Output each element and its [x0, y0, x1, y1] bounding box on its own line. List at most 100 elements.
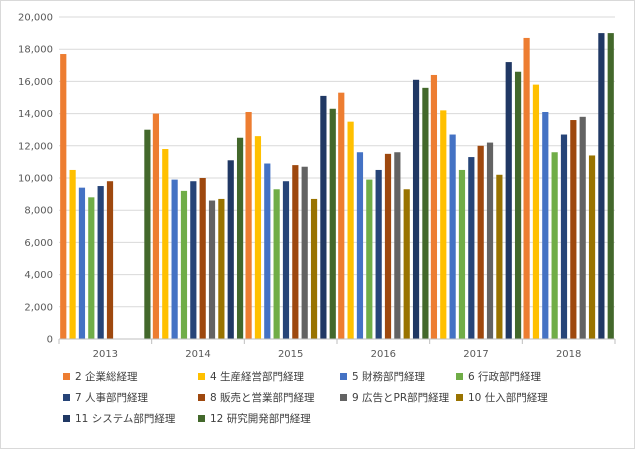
bar-2018-series-1: [523, 37, 530, 340]
bar-2014-series-9: [227, 160, 234, 339]
legend-swatch: [340, 373, 347, 380]
bar-2015-series-2: [254, 136, 262, 339]
bar-2015-series-9: [320, 95, 327, 339]
x-tick-label: 2014: [185, 349, 210, 360]
y-tick-label: 18,000: [18, 45, 53, 56]
bar-2013-series-3: [78, 187, 86, 339]
bar-2016-series-1: [338, 92, 345, 339]
bar-2014-series-1: [152, 113, 160, 339]
bar-2017-series-10: [514, 71, 522, 340]
legend-swatch: [63, 373, 70, 380]
legend-label: 4 生産経営部門経理: [210, 371, 305, 383]
legend-swatch: [198, 415, 205, 422]
y-tick-label: 6,000: [24, 238, 53, 249]
bar-2017-series-2: [440, 110, 447, 339]
bar-2018-series-4: [551, 152, 558, 339]
bar-2015-series-4: [273, 189, 280, 339]
legend-item: 6 行政部門経理: [456, 369, 606, 384]
bar-2016-series-9: [412, 79, 420, 339]
bar-2015-series-8: [310, 198, 318, 339]
bar-2018-series-5: [560, 134, 568, 339]
bar-2017-series-6: [477, 145, 484, 339]
legend-label: 8 販売と営業部門経理: [210, 392, 315, 404]
bar-2018-series-7: [579, 116, 586, 339]
bar-2017-series-3: [449, 134, 456, 339]
bar-2013-series-4: [88, 197, 95, 339]
legend-item: 5 財務部門経理: [340, 369, 456, 384]
bar-2013-series-6: [106, 181, 114, 339]
legend-swatch: [198, 373, 205, 380]
legend-label: 12 研究開発部門経理: [210, 413, 311, 425]
bar-2018-series-3: [542, 111, 549, 340]
bar-2017-series-5: [468, 157, 475, 339]
legend-swatch: [198, 394, 205, 401]
gridlines: [59, 16, 615, 308]
x-tick-label: 2013: [93, 349, 118, 360]
legend-item: 9 広告とPR部門経理: [340, 390, 456, 405]
bar-2017-series-9: [505, 62, 512, 340]
legend-label: 11 システム部門経理: [75, 413, 176, 425]
bar-2015-series-3: [264, 163, 271, 339]
bar-2013-series-10: [144, 129, 151, 339]
bar-2015-series-1: [245, 111, 252, 340]
bar-2018-series-6: [570, 120, 577, 339]
bar-2014-series-6: [199, 178, 206, 339]
y-tick-label: 8,000: [24, 206, 53, 217]
bar-2014-series-5: [190, 181, 197, 339]
bar-2017-series-4: [458, 169, 466, 339]
legend-swatch: [456, 394, 463, 401]
bar-2015-series-6: [292, 165, 299, 339]
bar-2018-series-10: [607, 33, 614, 339]
legend-label: 6 行政部門経理: [468, 371, 542, 383]
legend-item: 4 生産経営部門経理: [198, 369, 340, 384]
y-tick-label: 2,000: [24, 302, 53, 313]
legend-item: 11 システム部門経理: [63, 411, 198, 426]
tick-labels: 0 2,000 4,000 6,000 8,000 10,000 12,000 14,000 1…: [18, 13, 581, 361]
bar-2016-series-7: [394, 152, 401, 339]
bar-2017-series-7: [486, 142, 494, 339]
y-tick-label: 20,000: [18, 13, 53, 24]
bar-2015-series-7: [301, 166, 308, 339]
bar-2014-series-8: [218, 198, 225, 339]
legend-item: 7 人事部門経理: [63, 390, 198, 405]
legend-swatch: [340, 394, 347, 401]
legend-label: 2 企業総経理: [75, 371, 138, 383]
bar-2013-series-5: [97, 186, 104, 339]
bar-2014-series-7: [208, 200, 216, 339]
legend: 2 企業総経理 4 生産経営部門経理 5 財務部門経理 6 行政部門経理 7 人事部門経…: [63, 369, 623, 426]
bar-2017-series-8: [496, 174, 503, 339]
legend-item: 12 研究開発部門経理: [198, 411, 340, 426]
legend-label: 5 財務部門経理: [352, 371, 426, 383]
y-tick-label: 16,000: [18, 77, 53, 88]
bar-2013-series-2: [69, 169, 76, 339]
legend-item: 8 販売と営業部門経理: [198, 390, 340, 405]
legend-swatch: [63, 394, 70, 401]
bar-2014-series-3: [171, 179, 178, 339]
bars: [60, 33, 614, 340]
legend-item: 2 企業総経理: [63, 369, 198, 384]
bar-2016-series-5: [375, 169, 382, 339]
legend-label: 9 広告とPR部門経理: [352, 392, 450, 404]
y-tick-label: 10,000: [18, 174, 53, 185]
bar-2017-series-1: [430, 74, 438, 340]
axes: [58, 338, 616, 344]
x-tick-label: 2016: [371, 349, 396, 360]
x-tick-label: 2018: [556, 349, 581, 360]
bar-2014-series-10: [236, 137, 244, 339]
bar-2015-series-5: [282, 181, 290, 339]
y-tick-label: 12,000: [18, 141, 53, 152]
y-tick-label: 0: [47, 335, 53, 346]
bar-2016-series-6: [384, 153, 392, 339]
legend-label: 7 人事部門経理: [75, 392, 149, 404]
legend-item: 10 仕入部門経理: [456, 390, 606, 405]
bar-2015-series-10: [329, 108, 336, 340]
bar-2018-series-8: [588, 155, 596, 339]
legend-swatch: [456, 373, 463, 380]
y-tick-label: 14,000: [18, 109, 53, 120]
bar-2016-series-3: [356, 152, 364, 339]
y-tick-label: 4,000: [24, 270, 53, 281]
x-tick-label: 2015: [278, 349, 303, 360]
bar-2016-series-10: [422, 87, 429, 339]
